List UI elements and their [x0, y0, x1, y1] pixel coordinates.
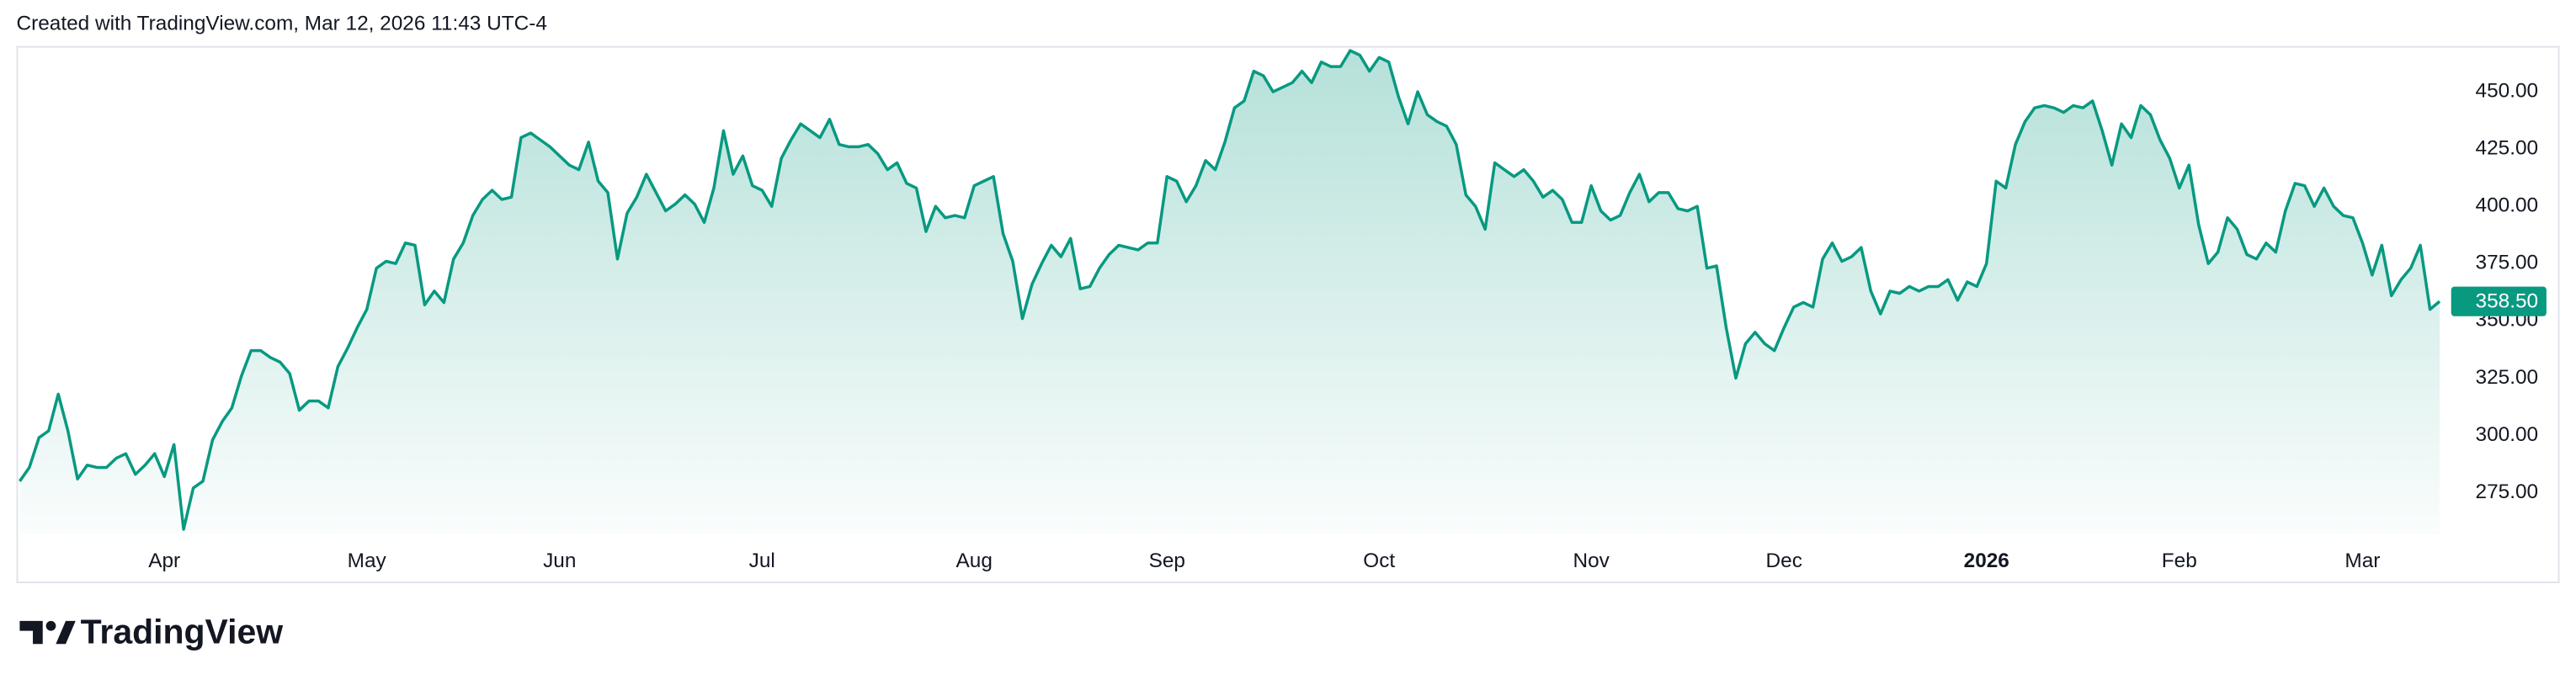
x-tick-label: Oct — [1363, 550, 1395, 572]
y-tick-label: 300.00 — [2476, 423, 2539, 446]
x-tick-label: Aug — [956, 550, 993, 572]
header-text: Created with TradingView.com, Mar 12, 20… — [17, 13, 547, 35]
logo-mark — [56, 620, 76, 645]
y-tick-label: 425.00 — [2476, 137, 2539, 160]
logo-mark — [19, 620, 43, 645]
x-tick-label: Sep — [1149, 550, 1185, 572]
x-tick-label: Feb — [2162, 550, 2197, 572]
logo-dot — [45, 620, 56, 631]
x-tick-label: Jul — [749, 550, 775, 572]
x-tick-label: 2026 — [1964, 550, 2009, 572]
price-line — [18, 49, 2441, 531]
y-tick-label: 400.00 — [2476, 194, 2539, 217]
y-tick-label: 275.00 — [2476, 481, 2539, 503]
logo — [19, 620, 76, 645]
y-tick-label: 325.00 — [2476, 366, 2539, 389]
x-tick-label: Jun — [543, 550, 576, 572]
brand: TradingView — [81, 612, 284, 650]
x-tick-label: Mar — [2344, 550, 2380, 572]
chart-frame — [16, 45, 2560, 583]
area-fill — [19, 50, 2440, 534]
x-tick-label: Dec — [1766, 550, 1802, 572]
x-tick-label: Apr — [148, 550, 180, 572]
current-price-box — [2451, 286, 2547, 316]
x-tick-label: May — [348, 550, 387, 572]
y-tick-label: 450.00 — [2476, 80, 2539, 103]
current-price-label: 358.50 — [2476, 290, 2539, 313]
x-tick-label: Nov — [1573, 550, 1610, 572]
y-tick-label: 375.00 — [2476, 252, 2539, 274]
